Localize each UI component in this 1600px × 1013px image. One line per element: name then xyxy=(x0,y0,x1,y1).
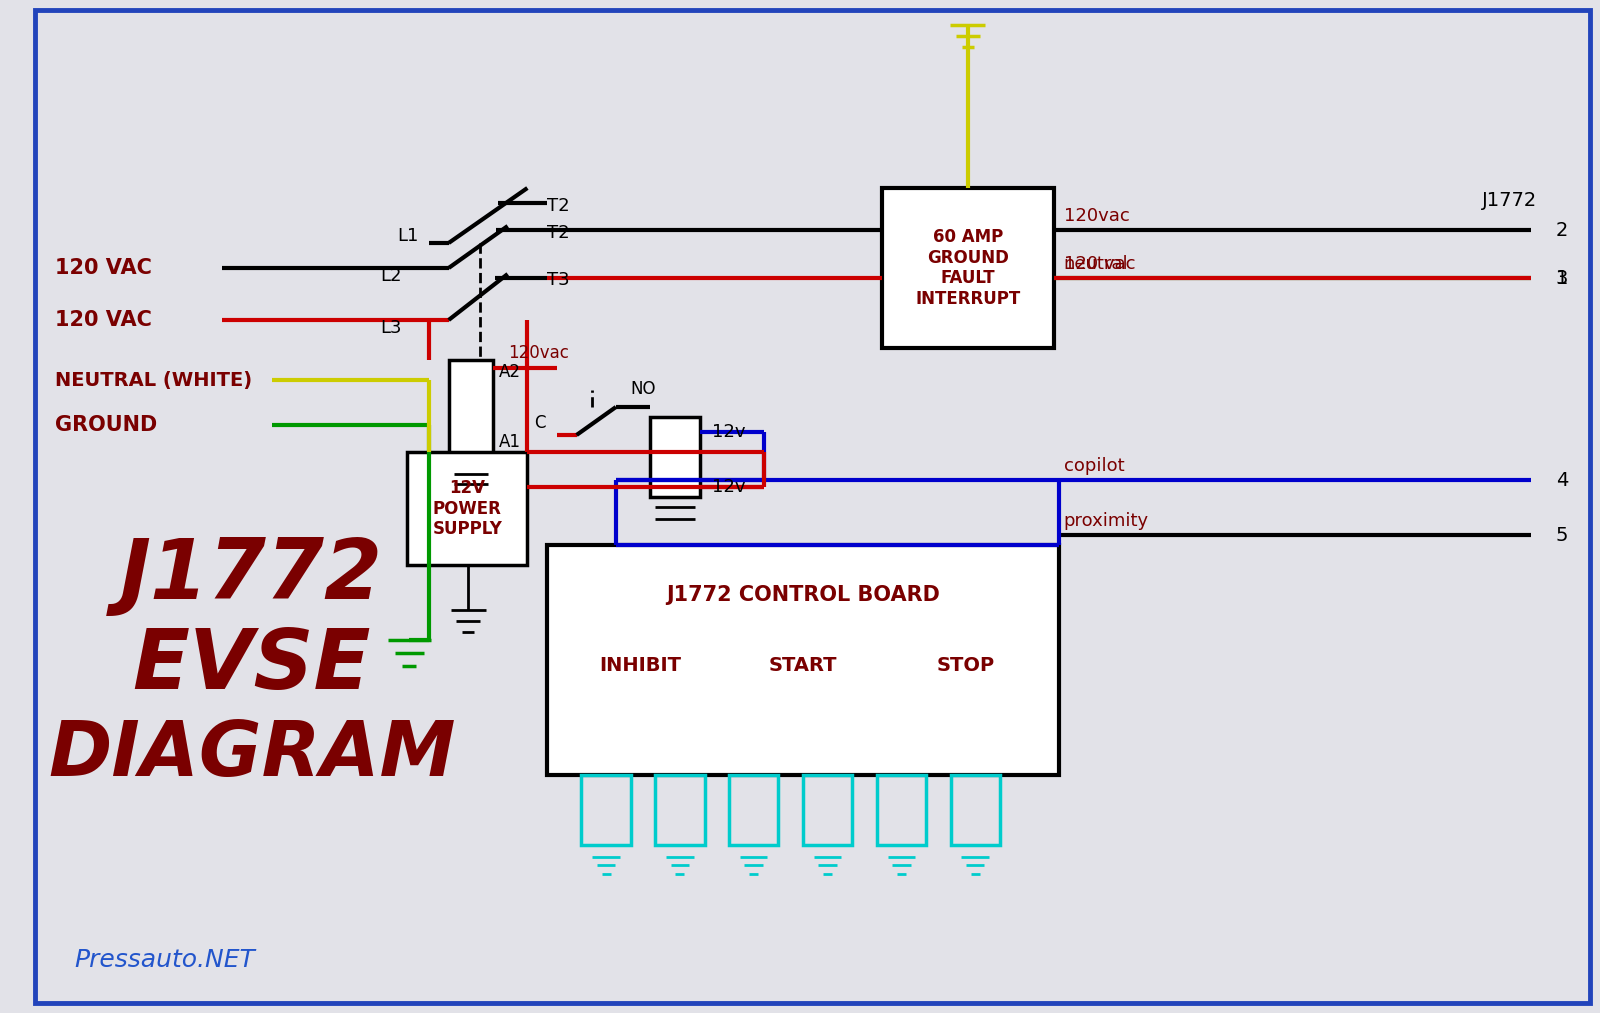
Bar xyxy=(650,417,699,497)
Text: 60 AMP
GROUND
FAULT
INTERRUPT: 60 AMP GROUND FAULT INTERRUPT xyxy=(915,228,1021,308)
Text: 4: 4 xyxy=(1555,470,1568,489)
Text: A1: A1 xyxy=(499,433,522,451)
Text: copilot: copilot xyxy=(1064,457,1125,475)
Text: EVSE: EVSE xyxy=(133,624,371,705)
Text: 12v: 12v xyxy=(712,423,746,441)
Text: T2: T2 xyxy=(547,197,570,215)
Text: proximity: proximity xyxy=(1064,512,1149,530)
Bar xyxy=(656,775,704,845)
Text: Pressauto.NET: Pressauto.NET xyxy=(75,948,256,972)
Text: 12V
POWER
SUPPLY: 12V POWER SUPPLY xyxy=(432,479,502,538)
Text: 120 VAC: 120 VAC xyxy=(54,258,152,278)
Text: A2: A2 xyxy=(499,363,522,381)
Text: C: C xyxy=(534,414,546,432)
Bar xyxy=(950,775,1000,845)
Text: 1: 1 xyxy=(1555,268,1568,288)
Bar xyxy=(448,360,493,462)
Text: 12v: 12v xyxy=(712,478,746,496)
Text: L2: L2 xyxy=(379,267,402,285)
Text: L1: L1 xyxy=(397,227,419,245)
Text: L3: L3 xyxy=(379,319,402,337)
Text: 120 vac: 120 vac xyxy=(1064,255,1134,272)
Text: 2: 2 xyxy=(1555,221,1568,239)
Bar xyxy=(877,775,926,845)
Text: T3: T3 xyxy=(547,271,570,289)
Text: 120vac: 120vac xyxy=(507,344,568,362)
Bar xyxy=(803,775,853,845)
Bar xyxy=(408,452,528,565)
Bar xyxy=(581,775,630,845)
Text: INHIBIT: INHIBIT xyxy=(600,655,682,675)
Text: T2: T2 xyxy=(547,224,570,242)
Bar xyxy=(547,545,1059,775)
Text: 3: 3 xyxy=(1555,268,1568,288)
Text: STOP: STOP xyxy=(936,655,994,675)
Text: J1772 CONTROL BOARD: J1772 CONTROL BOARD xyxy=(666,585,939,605)
Bar xyxy=(730,775,778,845)
Text: DIAGRAM: DIAGRAM xyxy=(48,718,456,792)
Text: NO: NO xyxy=(630,380,656,398)
Text: GROUND: GROUND xyxy=(54,415,157,435)
Text: J1772: J1772 xyxy=(120,535,384,616)
Text: J1772: J1772 xyxy=(1482,190,1538,210)
Text: 5: 5 xyxy=(1555,526,1568,545)
Text: neutral: neutral xyxy=(1064,255,1128,272)
Text: 120vac: 120vac xyxy=(1064,207,1130,225)
Bar xyxy=(882,188,1054,348)
Text: START: START xyxy=(768,655,837,675)
Text: NEUTRAL (WHITE): NEUTRAL (WHITE) xyxy=(54,371,253,390)
Text: 120 VAC: 120 VAC xyxy=(54,310,152,330)
